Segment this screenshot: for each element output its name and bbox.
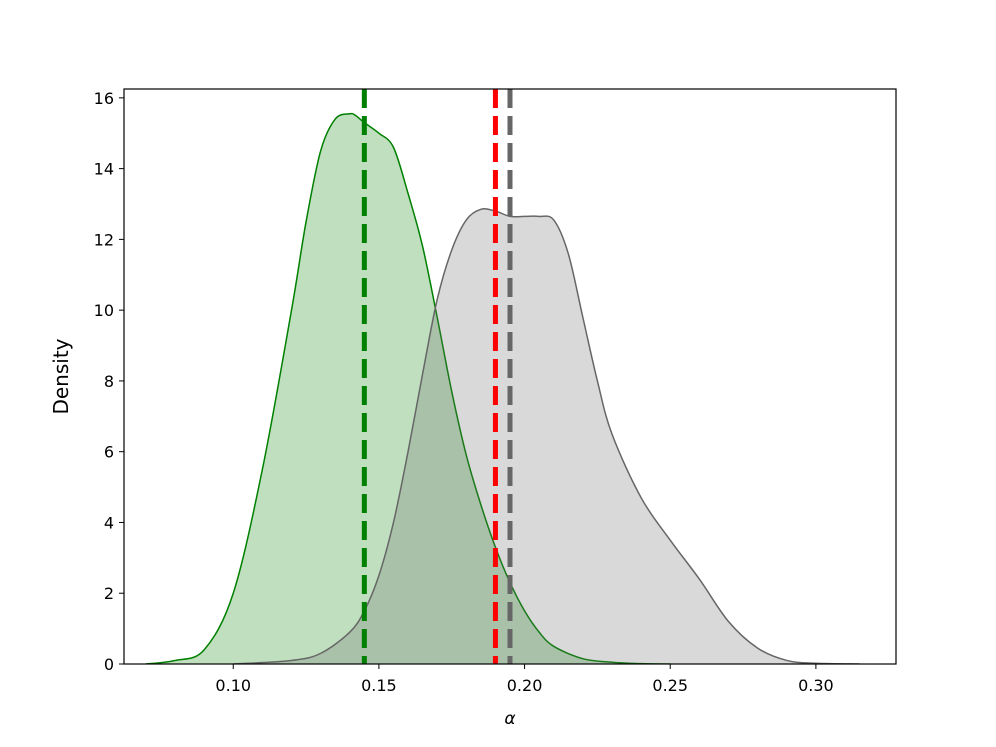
y-tick-label: 4: [104, 513, 114, 532]
y-tick-label: 0: [104, 655, 114, 674]
axes-frame: [123, 88, 897, 665]
x-axis-label: α: [504, 709, 515, 729]
density-fill-2: [233, 208, 860, 664]
plot-area: [145, 89, 860, 664]
y-tick-label: 14: [94, 160, 114, 179]
density-curve-2: [233, 208, 860, 664]
y-tick-label: 16: [94, 89, 114, 108]
y-tick-label: 6: [104, 443, 114, 462]
density-fill-1: [145, 113, 671, 664]
y-axis: 0 2 4 6 8 10 12 14 16: [94, 89, 124, 674]
x-tick-label: 0.30: [798, 676, 834, 695]
x-tick-label: 0.25: [652, 676, 688, 695]
x-tick-label: 0.20: [507, 676, 543, 695]
y-tick-label: 2: [104, 584, 114, 603]
x-tick-label: 0.10: [215, 676, 251, 695]
y-tick-label: 10: [94, 301, 114, 320]
y-tick-label: 12: [94, 230, 114, 249]
y-tick-label: 8: [104, 372, 114, 391]
x-tick-label: 0.15: [361, 676, 397, 695]
density-curve-1: [145, 112, 671, 664]
x-axis: 0.10 0.15 0.20 0.25 0.30: [215, 664, 834, 695]
y-axis-label: Density: [49, 338, 73, 414]
